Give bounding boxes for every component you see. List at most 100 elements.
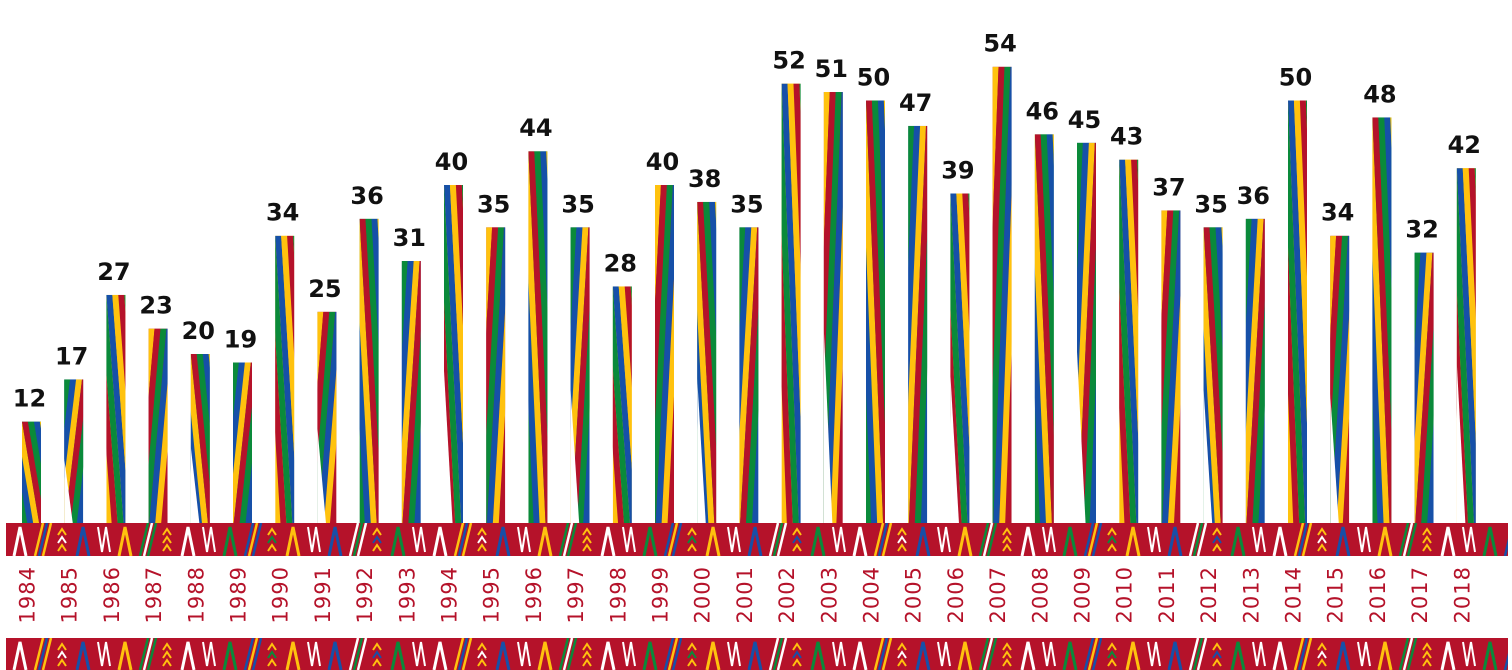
bar — [739, 227, 759, 523]
bars-layer — [22, 66, 1476, 524]
bar-value-label: 40 — [646, 148, 679, 176]
bar-value-label: 54 — [983, 30, 1016, 58]
x-tick-label: 2012 — [1197, 566, 1221, 623]
x-tick-label: 2016 — [1366, 566, 1390, 623]
decorative-band-bottom — [6, 638, 1508, 670]
bar — [444, 185, 463, 523]
x-tick-label: 2007 — [986, 566, 1010, 623]
x-axis-year-labels: 1984 1985 1986 1987 1988 1989 1990 1991 1992 1993… — [16, 566, 1475, 623]
x-tick-label: 2014 — [1282, 566, 1306, 623]
x-tick-label: 1992 — [353, 566, 377, 623]
x-tick-label: 2004 — [860, 566, 884, 623]
bar-value-label: 35 — [561, 190, 594, 218]
bar — [992, 66, 1012, 523]
bar — [528, 151, 548, 523]
bar — [1330, 235, 1350, 523]
bar — [1245, 218, 1265, 524]
bar — [233, 362, 252, 523]
bar — [612, 286, 632, 523]
bar-value-label: 37 — [1152, 173, 1185, 201]
x-tick-label: 1990 — [269, 566, 293, 623]
x-tick-label: 1995 — [480, 566, 504, 623]
x-tick-label: 2000 — [691, 566, 715, 623]
bar-value-label: 34 — [1321, 199, 1354, 227]
x-tick-label: 1994 — [438, 566, 462, 623]
bar-value-label: 35 — [730, 190, 763, 218]
bar-value-label: 47 — [899, 89, 932, 117]
bar-value-label: 31 — [393, 224, 426, 252]
bar-value-label: 25 — [308, 275, 341, 303]
bar-value-label: 40 — [435, 148, 468, 176]
bar-value-label: 34 — [266, 199, 299, 227]
x-tick-label: 2002 — [775, 566, 799, 623]
value-labels: 12 17 27 23 20 19 34 25 36 31 40 35 44 35 28 40 38 35 52 51… — [13, 30, 1481, 413]
bar — [1372, 117, 1392, 524]
x-tick-label: 2011 — [1155, 566, 1179, 623]
x-tick-label: 1996 — [522, 566, 546, 623]
x-tick-label: 1998 — [606, 566, 630, 623]
bar — [359, 218, 379, 524]
bar — [1119, 159, 1139, 523]
bar — [401, 261, 421, 523]
bar-value-label: 36 — [350, 182, 383, 210]
bar-value-label: 45 — [1068, 106, 1101, 134]
x-tick-label: 2006 — [944, 566, 968, 623]
bar — [64, 379, 84, 523]
x-tick-label: 1989 — [227, 566, 251, 623]
x-tick-label: 2010 — [1113, 566, 1137, 623]
decorative-band-top — [6, 523, 1508, 556]
bar — [1034, 134, 1054, 524]
x-tick-label: 1984 — [16, 566, 40, 623]
bar-value-label: 32 — [1405, 216, 1438, 244]
bar-value-label: 43 — [1110, 123, 1143, 151]
bar-value-label: 44 — [519, 114, 552, 142]
bar-value-label: 39 — [941, 156, 974, 184]
x-tick-label: 2005 — [902, 566, 926, 623]
bar — [106, 294, 126, 523]
x-tick-label: 1993 — [395, 566, 419, 623]
x-tick-label: 2001 — [733, 566, 757, 623]
bar-value-label: 28 — [604, 249, 637, 277]
x-tick-label: 1985 — [58, 566, 82, 623]
bar — [317, 311, 337, 523]
x-tick-label: 1999 — [649, 566, 673, 623]
x-tick-label: 1997 — [564, 566, 588, 623]
bar-value-label: 36 — [1237, 182, 1270, 210]
bar-value-label: 48 — [1363, 80, 1396, 108]
bar — [570, 227, 590, 523]
x-tick-label: 1988 — [184, 566, 208, 623]
bar-value-label: 20 — [182, 317, 215, 345]
bar-value-label: 42 — [1448, 131, 1481, 159]
x-tick-label: 2003 — [817, 566, 841, 623]
bar-value-label: 50 — [1279, 64, 1312, 92]
bar-value-label: 46 — [1026, 97, 1059, 125]
bar — [275, 235, 295, 523]
bar — [22, 421, 41, 523]
x-tick-label: 2013 — [1239, 566, 1263, 623]
bar — [908, 125, 928, 523]
bar-value-label: 38 — [688, 165, 721, 193]
x-tick-label: 1987 — [142, 566, 166, 623]
bar — [1288, 100, 1307, 523]
x-tick-label: 1991 — [311, 566, 335, 623]
bar-value-label: 35 — [477, 190, 510, 218]
bar — [781, 83, 801, 523]
bar-value-label: 50 — [857, 64, 890, 92]
bar — [823, 92, 843, 524]
bar-value-label: 52 — [772, 47, 805, 75]
bar — [1161, 210, 1181, 523]
bar-value-label: 35 — [1194, 190, 1227, 218]
bar — [190, 354, 210, 523]
bar-value-label: 27 — [97, 258, 130, 286]
bar — [1456, 168, 1476, 523]
bar-value-label: 23 — [139, 292, 172, 320]
bar — [866, 100, 885, 523]
bar-value-label: 51 — [815, 55, 848, 83]
bar — [486, 227, 506, 523]
bar-value-label: 12 — [13, 385, 46, 413]
bar — [950, 193, 970, 523]
x-tick-label: 1986 — [100, 566, 124, 623]
bar — [148, 328, 168, 523]
bar — [1414, 252, 1434, 523]
